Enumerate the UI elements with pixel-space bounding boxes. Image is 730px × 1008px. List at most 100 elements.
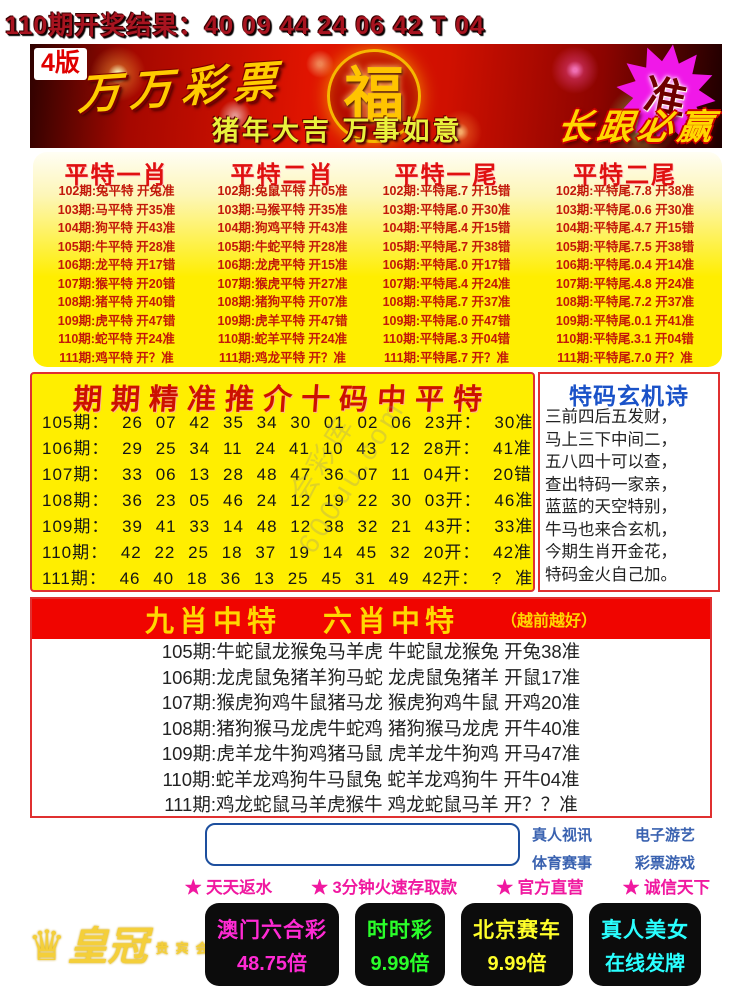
pingte-row: 103期:马猴平特 开35准 — [217, 202, 348, 217]
poem-line: 蓝蓝的天空特别， — [545, 498, 677, 516]
game-buttons: 澳门六合彩 48.75倍 时时彩 9.99倍 北京赛车 9.99倍 真人美女 在… — [205, 903, 701, 986]
zodiac-row: 111期:鸡龙蛇鼠马羊虎猴牛 鸡龙蛇鼠马羊 开？？准 — [164, 794, 578, 815]
mystic-poem-lines: 三前四后五发财， 马上三下中间二， 五八四十可以查， 查出特码一家亲， 蓝蓝的天空特别，… — [540, 406, 718, 586]
pingte-row: 108期:猪平特 开40错 — [57, 295, 176, 309]
game-odds: 48.75倍 — [236, 952, 308, 975]
pingte-row: 105期:平特尾.7 开38错 — [382, 239, 511, 254]
footer-links: 真人视讯 电子游艺体育赛事 彩票游戏 — [532, 824, 724, 873]
zodiac-rows: 105期:牛蛇鼠龙猴兔马羊虎 牛蛇鼠龙猴兔 开兔38准 106期:龙虎鼠兔猪羊狗马… — [32, 639, 710, 816]
promo-item[interactable]: ★ 3分钟火速存取款 — [311, 879, 458, 897]
ten-code-rows: 105期： 26 07 42 35 34 30 01 02 06 23开： 30… — [32, 410, 534, 590]
pingte-row: 109期:平特尾.0 开47错 — [382, 313, 511, 328]
crown-logo: ♛ 皇冠 贵宾会 — [28, 925, 216, 967]
pingte-row: 103期:平特尾.0 开30准 — [382, 202, 511, 217]
crown-logo-subtitle: 贵宾会 — [155, 941, 216, 956]
pingte-column-2: 平特二肖 102期:兔鼠平特 开05准 103期:马猴平特 开35准 104期:狗鸡… — [200, 152, 365, 367]
pingte-row: 102期:平特尾.7 开15错 — [382, 184, 511, 198]
game-name: 真人美女 — [601, 918, 689, 942]
promo-input[interactable] — [205, 823, 520, 866]
game-button[interactable]: 澳门六合彩 48.75倍 — [205, 903, 339, 986]
mystic-poem-panel: 特码玄机诗 三前四后五发财， 马上三下中间二， 五八四十可以查， 查出特码一家亲， 蓝蓝… — [538, 372, 720, 592]
ten-code-row: 111期： 46 40 18 36 13 25 45 31 49 42开： ? … — [42, 569, 534, 588]
footer-link[interactable]: 真人视讯 — [532, 827, 593, 844]
ten-code-row: 107期： 33 06 13 28 48 47 36 07 11 04开： 20… — [42, 465, 533, 484]
pingte-row: 106期:龙虎平特 开15准 — [217, 258, 348, 272]
fu-emblem-icon: 福 — [327, 49, 421, 143]
banner-slogan: 长跟必赢 — [554, 107, 721, 148]
pingte-row: 110期:蛇平特 开24准 — [58, 332, 175, 346]
poem-line: 牛马也来合玄机， — [545, 520, 677, 539]
pingte-row: 107期:平特尾.4 开24准 — [382, 276, 511, 291]
zodiac-row: 109期:虎羊龙牛狗鸡猪马鼠 虎羊龙牛狗鸡 开马47准 — [161, 743, 581, 764]
pingte-row: 104期:狗平特 开43准 — [57, 221, 176, 235]
poem-line: 马上三下中间二， — [545, 430, 677, 449]
game-name: 北京赛车 — [473, 918, 561, 942]
pingte-column-rows: 102期:平特尾.7 开15错 103期:平特尾.0 开30准 104期:平特尾.4… — [365, 182, 528, 367]
zodiac-row: 107期:猴虎狗鸡牛鼠猪马龙 猴虎狗鸡牛鼠 开鸡20准 — [161, 692, 581, 713]
pingte-row: 108期:平特尾.7.2 开37准 — [555, 295, 695, 309]
game-odds: 在线发牌 — [605, 952, 685, 975]
ten-code-row: 109期： 39 41 33 14 48 12 38 32 21 43开： 33… — [42, 517, 534, 536]
pingte-row: 110期:平特尾.3 开04错 — [382, 332, 511, 346]
zodiac-row: 110期:蛇羊龙鸡狗牛马鼠兔 蛇羊龙鸡狗牛 开牛04准 — [162, 768, 580, 790]
festive-banner: 4版 万万彩票 福 猪年大吉 万事如意 准 长跟必赢 — [30, 44, 722, 148]
zodiac-panel: 九肖中特 六肖中特 （越前越好） 105期:牛蛇鼠龙猴兔马羊虎 牛蛇鼠龙猴兔 开… — [30, 597, 712, 818]
pingte-row: 109期:虎平特 开47错 — [57, 313, 176, 328]
footer-link[interactable]: 体育赛事 — [532, 855, 593, 872]
pingte-column-rows: 102期:平特尾.7.8 开38准 103期:平特尾.0.6 开30准 104期:平… — [528, 182, 722, 367]
promo-item[interactable]: ★ 官方直营 — [496, 879, 584, 897]
pingte-column-3: 平特一尾 102期:平特尾.7 开15错 103期:平特尾.0 开30准 104期:… — [365, 152, 528, 367]
ten-code-row: 105期： 26 07 42 35 34 30 01 02 06 23开： 30… — [42, 413, 534, 432]
game-name: 澳门六合彩 — [217, 918, 327, 942]
pingte-row: 106期:龙平特 开17错 — [57, 258, 176, 272]
pingte-row: 108期:平特尾.7 开37准 — [382, 295, 511, 309]
footer-link[interactable]: 彩票游戏 — [635, 855, 696, 872]
crown-icon: ♛ — [28, 922, 66, 969]
game-name: 时时彩 — [367, 918, 433, 942]
poem-line: 三前四后五发财， — [545, 408, 677, 426]
ten-code-panel: 期期精准推介十码中平特 105期： 26 07 42 35 34 30 01 0… — [30, 372, 535, 592]
pingte-row: 109期:平特尾.0.1 开41准 — [555, 313, 695, 328]
pingte-row: 102期:平特尾.7.8 开38准 — [555, 184, 695, 198]
poem-line: 今期生肖开金花， — [545, 543, 677, 561]
pingte-column-1: 平特一肖 102期:兔平特 开兔准 103期:马平特 开35准 104期:狗平特 开… — [33, 152, 200, 367]
pingte-row: 107期:猴虎平特 开27准 — [217, 276, 348, 291]
pingte-row: 106期:平特尾.0 开17错 — [382, 258, 511, 272]
pingte-row: 107期:平特尾.4.8 开24准 — [555, 276, 695, 291]
pingte-row: 104期:狗鸡平特 开43准 — [217, 221, 348, 235]
promo-line: ★ 天天返水 ★ 3分钟火速存取款 ★ 官方直营 ★ 诚信天下 — [185, 874, 710, 898]
pingte-row: 105期:平特尾.7.5 开38错 — [555, 239, 695, 254]
pingte-row: 105期:牛蛇平特 开28准 — [217, 239, 348, 254]
ten-code-row: 110期： 42 22 25 18 37 19 14 45 32 20开： 42… — [42, 543, 533, 562]
pingte-row: 104期:平特尾.4.7 开15错 — [555, 221, 695, 235]
pingte-row: 109期:虎羊平特 开47错 — [217, 313, 348, 328]
game-odds: 9.99倍 — [370, 952, 430, 975]
footer-link[interactable]: 电子游艺 — [635, 827, 696, 844]
pingte-row: 110期:蛇羊平特 开24准 — [217, 332, 348, 346]
game-button[interactable]: 北京赛车 9.99倍 — [461, 903, 573, 986]
pingte-column-rows: 102期:兔平特 开兔准 103期:马平特 开35准 104期:狗平特 开43准 10… — [33, 182, 200, 367]
pingte-column-title: 平特一肖 — [64, 162, 169, 189]
poem-line: 查出特码一家亲， — [545, 475, 677, 494]
six-zodiac-title: 六肖中特 — [322, 606, 459, 638]
game-odds: 9.99倍 — [487, 952, 547, 975]
pingte-row: 111期:鸡平特 开？准 — [59, 350, 174, 365]
promo-item[interactable]: ★ 诚信天下 — [622, 879, 710, 897]
pingte-row: 110期:平特尾.3.1 开04错 — [556, 332, 694, 346]
ten-code-row: 108期： 36 23 05 46 24 12 19 22 30 03开： 46… — [42, 491, 534, 510]
pingte-row: 103期:平特尾.0.6 开30准 — [555, 202, 695, 217]
pingte-row: 111期:平特尾.7.0 开？准 — [557, 350, 693, 365]
zodiac-row: 106期:龙虎鼠兔猪羊狗马蛇 龙虎鼠兔猪羊 开鼠17准 — [161, 666, 581, 688]
pingte-row: 111期:平特尾.7 开？准 — [383, 350, 510, 365]
pingte-row: 102期:兔鼠平特 开05准 — [217, 184, 348, 198]
game-button[interactable]: 真人美女 在线发牌 — [589, 903, 701, 986]
poem-line: 特码金火自己加。 — [545, 565, 677, 584]
new-year-greeting: 猪年大吉 万事如意 — [212, 116, 463, 146]
pingte-column-rows: 102期:兔鼠平特 开05准 103期:马猴平特 开35准 104期:狗鸡平特 开4… — [200, 182, 365, 367]
game-button[interactable]: 时时彩 9.99倍 — [355, 903, 445, 986]
promo-item[interactable]: ★ 天天返水 — [185, 879, 273, 897]
pingte-column-4: 平特二尾 102期:平特尾.7.8 开38准 103期:平特尾.0.6 开30准 1… — [528, 152, 722, 367]
pingte-row: 102期:兔平特 开兔准 — [58, 184, 175, 198]
zodiac-row: 105期:牛蛇鼠龙猴兔马羊虎 牛蛇鼠龙猴兔 开兔38准 — [161, 641, 581, 662]
pingte-row: 105期:牛平特 开28准 — [57, 239, 176, 254]
